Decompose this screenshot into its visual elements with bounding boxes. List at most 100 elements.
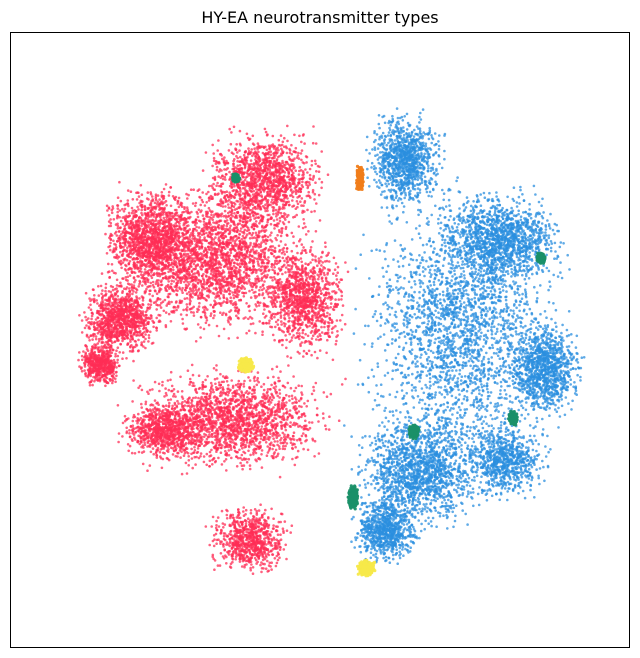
scatter-point [243,195,247,198]
scatter-point [218,153,222,156]
scatter-point [297,195,301,198]
scatter-point [317,193,321,197]
scatter-point [233,268,236,272]
scatter-point [228,230,232,234]
scatter-point [178,252,182,255]
scatter-point [300,149,304,152]
scatter-point [165,204,168,207]
scatter-point [254,277,257,281]
scatter-point [250,225,254,229]
scatter-point [116,196,120,199]
scatter-point [245,252,248,255]
scatter-point [188,267,191,271]
scatter-point [137,219,141,223]
scatter-point [263,280,266,283]
scatter-point [254,290,257,294]
scatter-point [305,194,309,198]
scatter-point [245,282,249,285]
scatter-point [225,219,229,222]
scatter-point [194,204,197,208]
scatter-point [283,206,286,210]
scatter-point [217,202,220,206]
scatter-point [271,134,275,138]
scatter-point [158,229,162,232]
scatter-point [280,265,284,269]
scatter-point [229,301,233,305]
scatter-point [178,224,181,228]
scatter-point [275,147,278,150]
scatter-point [303,142,306,145]
scatter-point [238,240,242,243]
scatter-point [118,180,121,184]
scatter-point [236,160,239,163]
scatter-point [135,214,138,217]
scatter-point [155,329,158,332]
scatter-point [178,279,181,282]
scatter-point [176,268,180,271]
scatter-point [191,234,195,238]
scatter-point [236,287,239,290]
scatter-point [299,152,303,155]
scatter-point [230,277,234,281]
scatter-point [242,171,245,175]
scatter-point [193,259,197,263]
scatter-point [207,248,210,251]
scatter-point [260,279,264,282]
scatter-point [278,208,281,211]
plot-frame [10,32,630,648]
scatter-point [266,186,269,190]
scatter-point [304,181,308,184]
scatter-point [195,245,198,248]
scatter-point [240,284,244,288]
scatter-point [250,288,254,292]
scatter-point [188,235,192,239]
scatter-point [186,244,189,248]
scatter-point [247,147,250,150]
scatter-point [269,195,273,198]
scatter-point [160,279,163,282]
scatter-point [121,254,124,257]
scatter-point [244,291,248,295]
scatter-point [136,275,139,278]
scatter-point [273,163,276,166]
scatter-point [181,291,184,295]
scatter-point [114,247,118,251]
scatter-point [230,212,234,215]
scatter-point [173,237,176,240]
scatter-point [115,234,119,237]
scatter-point [151,280,155,284]
scatter-point [169,235,172,238]
scatter-point [236,336,239,340]
scatter-point [143,208,147,211]
scatter-point [212,152,215,155]
scatter-point [237,282,241,285]
scatter-point [261,161,265,164]
scatter-point [132,215,135,219]
scatter-point [192,227,195,231]
scatter-point [254,195,258,198]
scatter-point [248,237,252,240]
scatter-point [105,204,109,208]
scatter-point [181,232,185,235]
scatter-point [147,215,151,218]
scatter-point [229,323,232,326]
scatter-point [158,298,162,301]
scatter-point [199,326,202,329]
scatter-point [116,207,120,210]
scatter-point [210,253,213,256]
scatter-point [304,262,307,266]
scatter-point [189,188,193,191]
scatter-point [207,199,211,202]
scatter-point [159,215,162,219]
scatter-point [258,222,261,225]
scatter-point [210,240,213,244]
scatter-point [190,240,193,243]
scatter-point [169,320,173,323]
scatter-point [265,321,268,325]
scatter-point [248,219,252,222]
scatter-point [229,318,232,321]
scatter-point [170,232,173,236]
scatter-point [154,282,158,286]
scatter-point [213,292,216,296]
scatter-point [127,214,131,218]
